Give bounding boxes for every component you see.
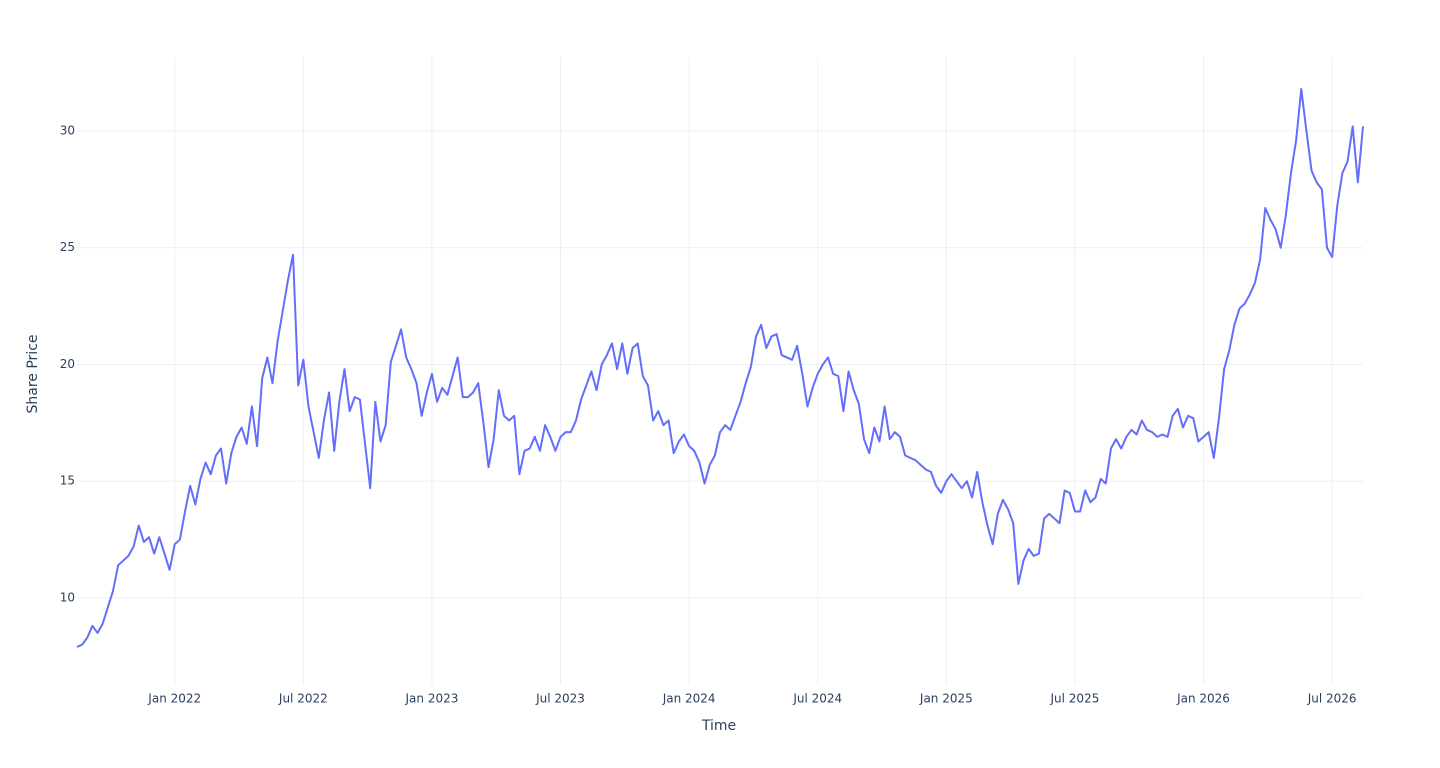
grid: [77, 57, 1363, 685]
y-tick-label: 20: [60, 357, 75, 371]
price-line: [76, 87, 1364, 648]
x-tick-label: Jul 2024: [792, 692, 842, 706]
y-tick-label: 30: [60, 124, 75, 138]
x-tick-label: Jan 2024: [662, 692, 716, 706]
x-tick-label: Jul 2025: [1050, 692, 1100, 706]
x-tick-label: Jan 2026: [1176, 692, 1230, 706]
y-tick-label: 10: [60, 590, 75, 604]
x-tick-label: Jan 2025: [919, 692, 973, 706]
x-tick-label: Jul 2023: [535, 692, 585, 706]
x-tick-label: Jan 2022: [147, 692, 201, 706]
y-axis-title: Share Price: [25, 334, 41, 413]
x-tick-label: Jul 2026: [1307, 692, 1357, 706]
y-tick-label: 25: [60, 240, 75, 254]
x-tick-label: Jan 2023: [405, 692, 459, 706]
x-tick-label: Jul 2022: [278, 692, 328, 706]
x-axis-title: Time: [701, 718, 736, 734]
y-tick-label: 15: [60, 474, 75, 488]
